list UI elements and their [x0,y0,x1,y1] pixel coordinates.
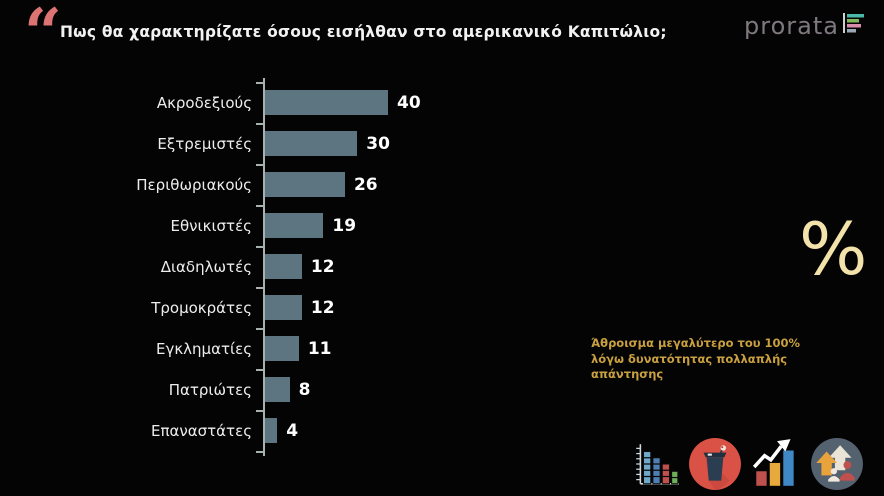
category-label: Εξτρεμιστές [157,134,252,153]
percent-symbol: % [799,207,868,291]
bar-rows: Ακροδεξιούς 40 Εξτρεμιστές 30 Περιθωριακούς 2… [45,82,515,451]
chart-row: Πατριώτες 8 [45,369,515,410]
axis-tick [256,328,263,330]
value-label: 40 [397,92,421,113]
bar [265,213,324,238]
bar [265,131,358,156]
category-label: Τρομοκράτες [151,298,252,317]
bar [265,90,388,115]
axis-tick [256,451,263,453]
category-label: Διαδηλωτές [160,257,252,276]
audience-icon [810,437,864,491]
chart-row: Ακροδεξιούς 40 [45,82,515,123]
bar [265,172,345,197]
axis-tick [256,410,263,412]
growth-chart-icon [749,437,803,491]
category-label: Πατριώτες [168,380,252,399]
chart-row: Τρομοκράτες 12 [45,287,515,328]
value-label: 12 [310,297,335,318]
axis-tick [256,123,263,125]
prorata-logo: prorata [744,10,868,42]
value-label: 4 [286,420,299,441]
y-axis [256,78,265,456]
chart-row: Εξτρεμιστές 30 [45,123,515,164]
axis-tick [256,82,263,84]
value-label: 19 [332,215,357,236]
prorata-logo-text: prorata [744,12,839,40]
bar [265,336,299,361]
chart-row: Διαδηλωτές 12 [45,246,515,287]
bar [265,254,302,279]
bar [265,418,278,443]
value-label: 12 [310,256,335,277]
value-label: 8 [298,379,311,400]
podium-icon [688,437,742,491]
category-label: Επαναστάτες [150,421,252,440]
footer-icons [631,437,864,491]
axis-tick [256,205,263,207]
bar-chart-icon [631,438,681,490]
bar [265,377,290,402]
axis-tick [256,287,263,289]
quote-icon: “ [24,0,62,72]
category-label: Περιθωριακούς [136,175,252,194]
value-label: 11 [307,338,332,359]
methodology-note: Άθροισμα μεγαλύτερο του 100% λόγω δυνατό… [591,336,801,382]
chart-row: Εθνικιστές 19 [45,205,515,246]
axis-tick [256,246,263,248]
horizontal-bar-chart: Ακροδεξιούς 40 Εξτρεμιστές 30 Περιθωριακούς 2… [45,78,515,458]
prorata-logo-icon [842,10,868,42]
category-label: Εθνικιστές [170,216,252,235]
axis-tick [256,369,263,371]
category-label: Ακροδεξιούς [156,93,252,112]
axis-tick [256,164,263,166]
bar [265,295,302,320]
category-label: Εγκληματίες [155,339,252,358]
value-label: 30 [366,133,390,154]
chart-row: Περιθωριακούς 26 [45,164,515,205]
page-title: Πως θα χαρακτηρίζατε όσους εισήλθαν στο … [60,23,667,41]
chart-row: Εγκληματίες 11 [45,328,515,369]
chart-row: Επαναστάτες 4 [45,410,515,451]
value-label: 26 [353,174,378,195]
